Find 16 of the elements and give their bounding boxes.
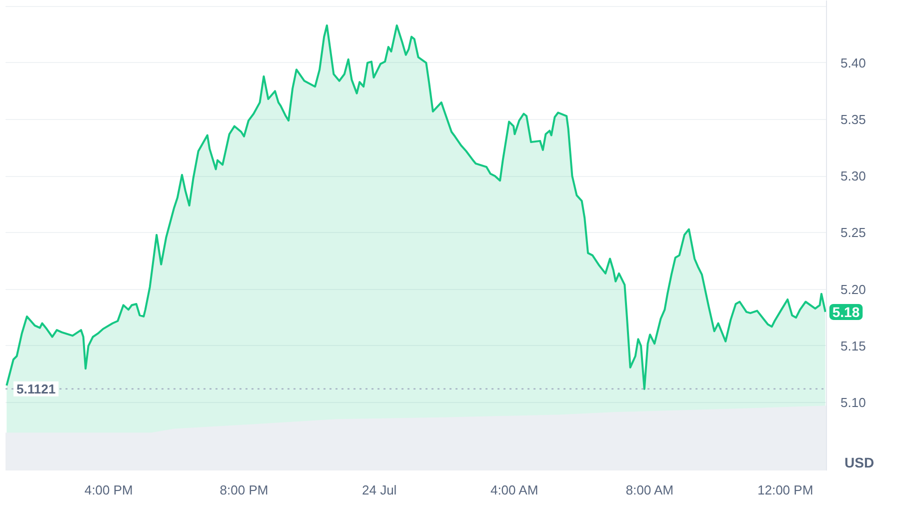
y-tick-label: 5.40 xyxy=(840,55,866,70)
y-tick-label: 5.10 xyxy=(840,395,866,410)
y-axis-title: USD xyxy=(844,454,874,470)
x-tick-label: 8:00 AM xyxy=(626,482,674,498)
annotation: 5.18 xyxy=(832,304,860,320)
y-tick-label: 5.30 xyxy=(840,168,866,184)
y-tick-label: 5.15 xyxy=(840,338,866,354)
y-tick-label: 5.25 xyxy=(840,225,866,240)
y-tick-label: 5.20 xyxy=(840,282,866,297)
x-tick-label: 24 Jul xyxy=(362,482,397,498)
x-tick-label: 8:00 PM xyxy=(220,482,268,498)
x-tick-label: 4:00 AM xyxy=(490,482,538,498)
x-tick-label: 4:00 PM xyxy=(84,482,133,498)
y-tick-label: 5.35 xyxy=(840,112,866,127)
ref-line-label: 5.1121 xyxy=(16,381,56,396)
x-tick-label: 12:00 PM xyxy=(758,482,814,498)
